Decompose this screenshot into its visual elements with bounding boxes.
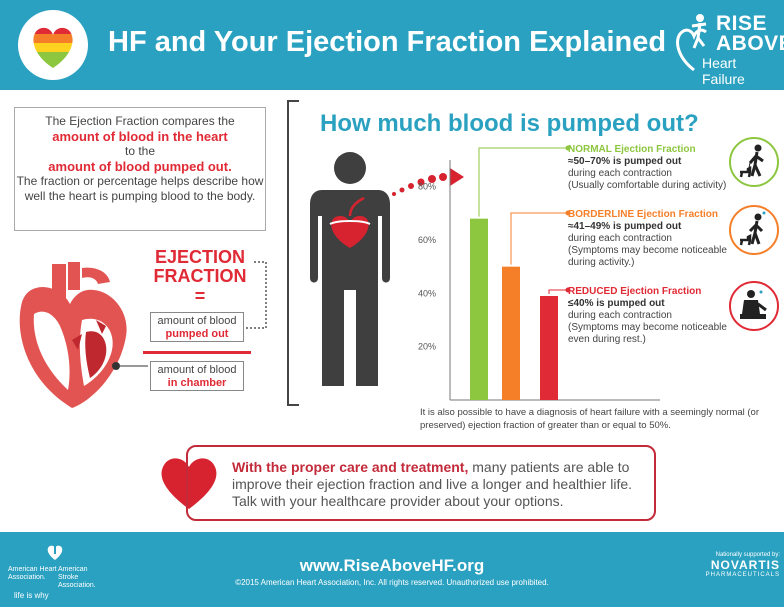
blood-flow-arrow-icon — [392, 168, 464, 196]
copyright: ©2015 American Heart Association, Inc. A… — [235, 578, 549, 587]
level-reduced-name: REDUCED Ejection Fraction — [568, 286, 702, 297]
novartis-logo: Nationally supported by: NOVARTIS PHARMA… — [668, 552, 780, 578]
leader-dot-reduced — [565, 287, 571, 293]
sponsor-name: NOVARTIS — [710, 558, 780, 572]
leader-borderline — [510, 212, 566, 265]
level-borderline-pct: ≈41–49% is pumped out — [568, 221, 682, 232]
footnote: It is also possible to have a diagnosis … — [420, 407, 760, 431]
y-tick-label: 40% — [418, 288, 436, 298]
rise-above-logo: RISE ABOVE Heart Failure — [672, 10, 784, 87]
denominator-line2: in chamber — [167, 377, 227, 389]
bar-normal — [470, 218, 488, 400]
numerator-line1: amount of blood — [157, 315, 237, 327]
level-borderline-desc1: during each contraction — [568, 233, 672, 244]
level-borderline-desc2: (Symptoms may become noticeable during a… — [568, 245, 727, 268]
intro-red2: amount of blood pumped out. — [48, 159, 232, 174]
y-tick-label: 60% — [418, 235, 436, 245]
leader-normal — [478, 147, 566, 217]
asa-name: American Stroke Association. — [58, 566, 96, 589]
ef-label-line1: EJECTION — [154, 247, 246, 267]
denominator-line1: amount of blood — [157, 364, 237, 376]
leader-dot-normal — [565, 145, 571, 151]
intro-line3: The fraction or percentage helps describ… — [16, 174, 264, 203]
section-bracket — [287, 100, 299, 406]
equals-sign: = — [194, 286, 206, 306]
resting-person-icon — [729, 281, 779, 331]
denominator-box: amount of blood in chamber — [150, 361, 244, 391]
numerator-line2: pumped out — [165, 328, 229, 340]
cta-rest: many patients are able to improve their … — [232, 459, 633, 509]
chart-title: How much blood is pumped out? — [320, 110, 699, 137]
leader-dot-borderline — [565, 210, 571, 216]
tired-walking-dog-icon — [729, 205, 779, 255]
level-reduced: REDUCED Ejection Fraction ≤40% is pumped… — [568, 286, 768, 346]
bar-borderline — [502, 266, 520, 400]
level-normal-desc2: (Usually comfortable during activity) — [568, 180, 727, 191]
heart-icon — [161, 458, 217, 509]
cta-lead: With the proper care and treatment, — [232, 459, 469, 475]
sponsor-label: Nationally supported by: — [715, 552, 780, 558]
level-reduced-desc1: during each contraction — [568, 310, 672, 321]
aha-name: American Heart Association. — [8, 566, 57, 581]
level-reduced-desc2: (Symptoms may become noticeable even dur… — [568, 322, 727, 345]
walking-dog-icon — [729, 137, 779, 187]
level-normal: NORMAL Ejection Fraction ≈50–70% is pump… — [568, 144, 768, 192]
numerator-box: amount of blood pumped out — [150, 312, 244, 342]
y-tick-label: 20% — [418, 342, 436, 352]
level-borderline: BORDERLINE Ejection Fraction ≈41–49% is … — [568, 209, 768, 269]
fraction-bar — [143, 351, 251, 354]
page-title: HF and Your Ejection Fraction Explained — [108, 26, 667, 58]
ef-label-line2: FRACTION — [153, 266, 247, 286]
sponsor-sub: PHARMACEUTICALS — [705, 572, 780, 578]
cta-box: With the proper care and treatment, many… — [186, 445, 656, 521]
level-reduced-pct: ≤40% is pumped out — [568, 298, 665, 309]
intro-line2: to the — [124, 144, 156, 158]
intro-line1: The Ejection Fraction compares the — [45, 114, 235, 128]
intro-red1: amount of blood in the heart — [52, 129, 228, 144]
ejection-fraction-label: EJECTION FRACTION — [150, 248, 250, 286]
brand-heart-failure: Heart Failure — [702, 55, 745, 87]
bar-reduced — [540, 296, 558, 400]
heart-person-icon — [676, 14, 707, 72]
ef-bar-chart: 80% 60% 40% 20% — [418, 145, 660, 401]
heart-logo-icon — [18, 10, 88, 80]
website-link[interactable]: www.RiseAboveHF.org — [299, 556, 485, 575]
life-is-why-tagline: life is why — [14, 591, 49, 600]
y-tick-label: 80% — [418, 182, 436, 192]
heart-anatomy-icon — [19, 262, 148, 408]
person-silhouette-icon — [310, 152, 390, 386]
intro-box: The Ejection Fraction compares the amoun… — [14, 107, 266, 231]
level-borderline-name: BORDERLINE Ejection Fraction — [568, 209, 719, 220]
brand-rise: RISE — [716, 12, 768, 35]
torch-heart-icon — [47, 542, 63, 560]
footer-banner — [0, 532, 784, 607]
connector-line — [242, 261, 267, 329]
header-banner — [0, 0, 784, 90]
level-normal-desc1: during each contraction — [568, 168, 672, 179]
level-normal-name: NORMAL Ejection Fraction — [568, 144, 696, 155]
level-normal-pct: ≈50–70% is pumped out — [568, 156, 682, 167]
leader-reduced — [548, 289, 566, 294]
brand-above: ABOVE — [716, 32, 784, 55]
